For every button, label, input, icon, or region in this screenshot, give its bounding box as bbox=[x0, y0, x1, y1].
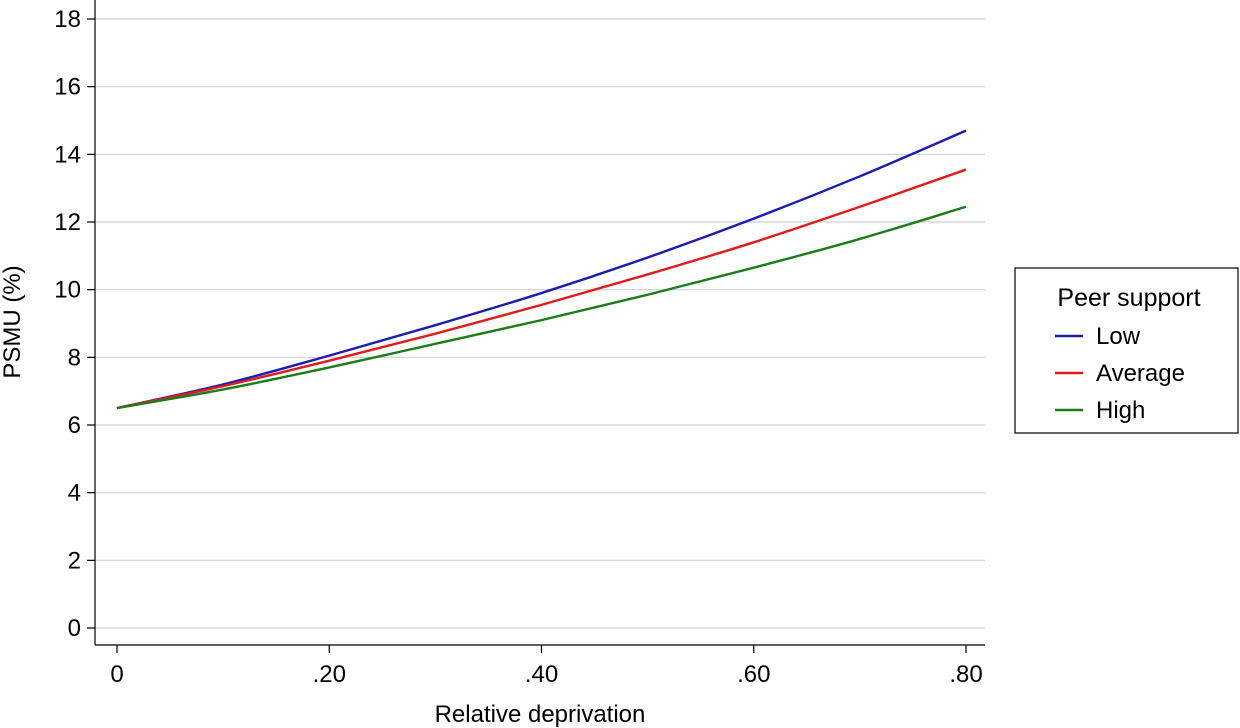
x-tick-label: 0 bbox=[110, 661, 123, 688]
y-tick-label: 0 bbox=[68, 615, 81, 642]
legend-label-average: Average bbox=[1096, 360, 1185, 387]
y-tick-label: 8 bbox=[68, 344, 81, 371]
y-ticks: 0 2 4 6 8 10 12 14 16 18 bbox=[54, 6, 95, 642]
legend-label-high: High bbox=[1096, 397, 1145, 424]
y-tick-label: 10 bbox=[54, 277, 81, 304]
legend-title: Peer support bbox=[1057, 284, 1200, 312]
x-tick-label: .80 bbox=[949, 661, 982, 688]
series-line-high bbox=[116, 205, 967, 410]
y-tick-label: 4 bbox=[68, 480, 81, 507]
gridlines bbox=[95, 18, 985, 629]
y-tick-label: 12 bbox=[54, 209, 81, 236]
legend-items: Low Average High bbox=[1055, 323, 1185, 424]
y-tick-label: 14 bbox=[54, 141, 81, 168]
x-tick-label: .40 bbox=[525, 661, 558, 688]
series-line-low bbox=[116, 129, 967, 410]
y-axis-title: PSMU (%) bbox=[0, 265, 26, 378]
y-tick-label: 18 bbox=[54, 6, 81, 33]
x-tick-label: .60 bbox=[737, 661, 770, 688]
x-ticks: 0 .20 .40 .60 .80 bbox=[110, 645, 983, 688]
y-tick-label: 16 bbox=[54, 74, 81, 101]
series-lines bbox=[116, 129, 967, 410]
legend-box bbox=[1014, 267, 1239, 434]
legend: Peer support Low Average High bbox=[1014, 267, 1239, 434]
x-tick-label: .20 bbox=[313, 661, 346, 688]
series-line-average bbox=[116, 168, 967, 410]
x-axis-title: Relative deprivation bbox=[435, 701, 646, 728]
legend-label-low: Low bbox=[1096, 323, 1141, 350]
axes bbox=[94, 0, 985, 646]
y-tick-label: 6 bbox=[68, 412, 81, 439]
y-tick-label: 2 bbox=[68, 547, 81, 574]
